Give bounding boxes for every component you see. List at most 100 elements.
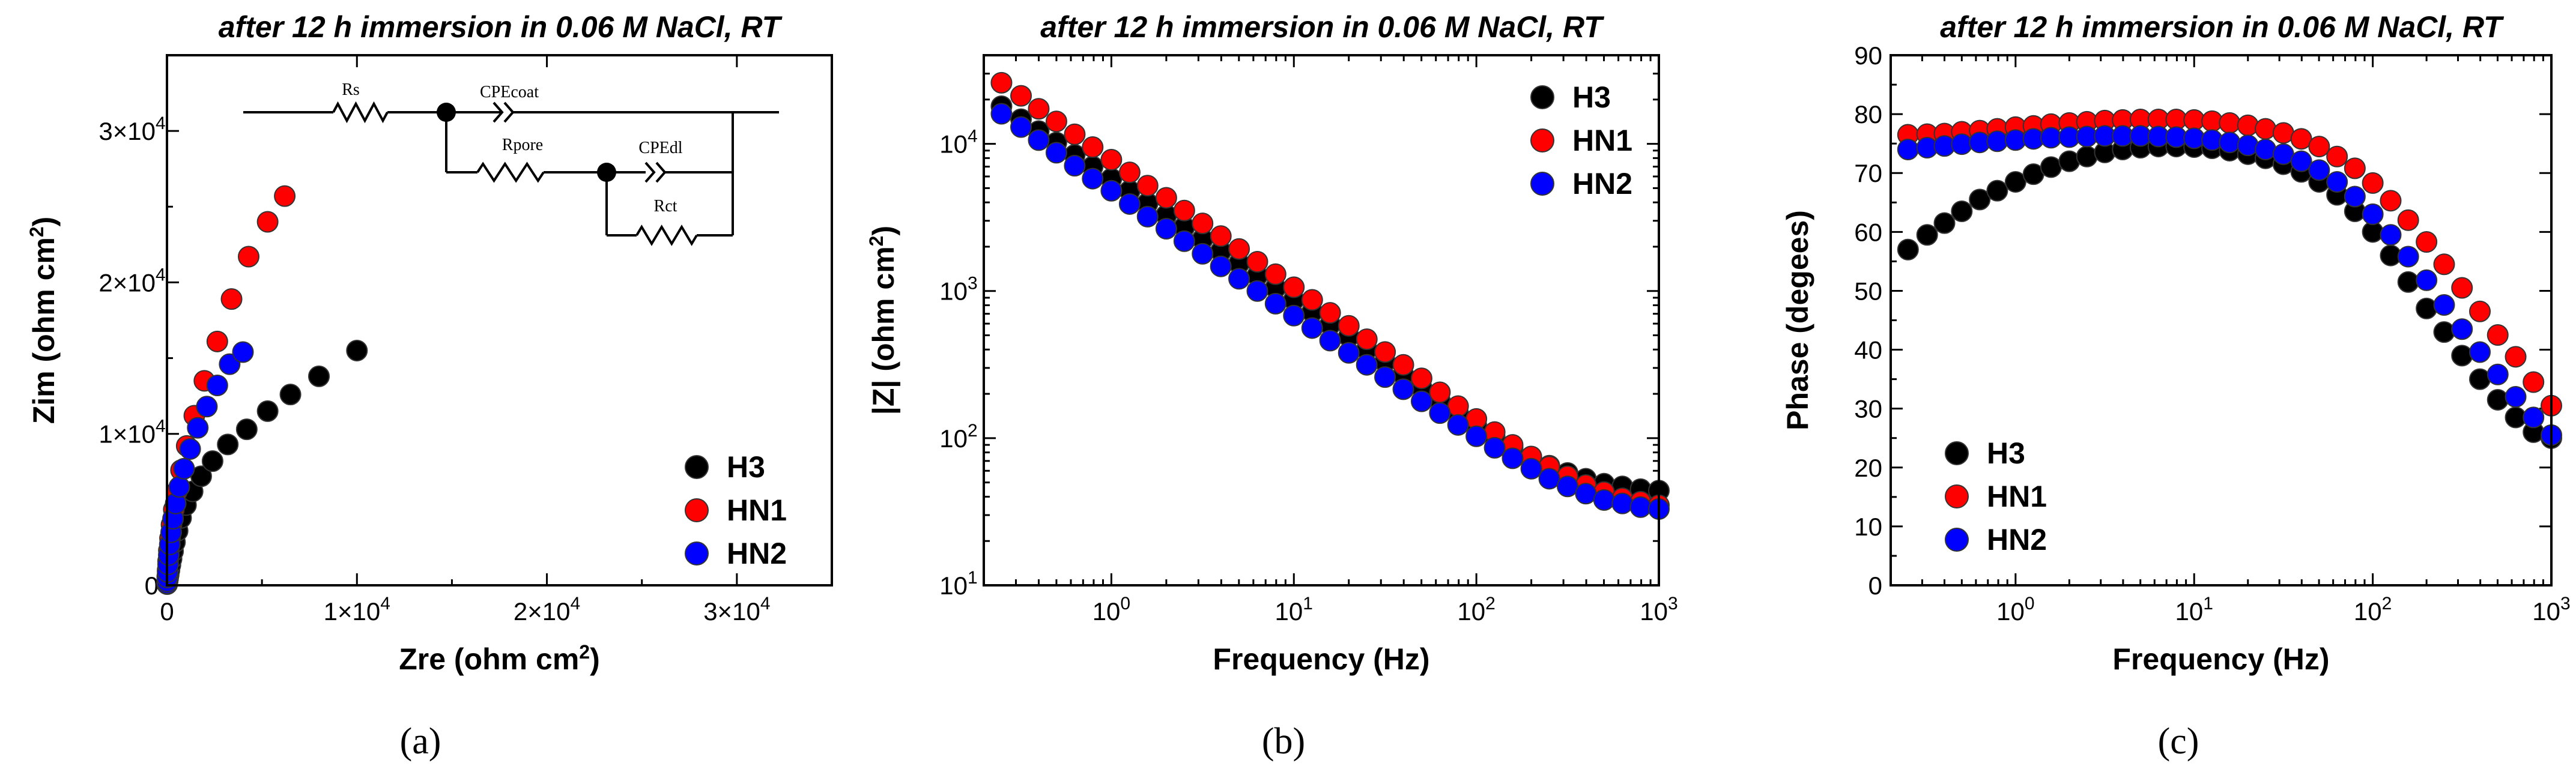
data-point — [2290, 150, 2312, 172]
data-point — [1028, 129, 1050, 151]
data-point — [274, 185, 296, 207]
y-tick-label: 3×104 — [98, 113, 165, 145]
x-axis-label: Frequency (Hz) — [2112, 642, 2329, 676]
x-tick-label: 103 — [2532, 594, 2570, 626]
data-point — [2255, 118, 2277, 140]
y-tick-label: 1×104 — [98, 417, 165, 448]
series-HN1 — [990, 71, 1670, 516]
data-point — [2451, 345, 2473, 367]
rpore-resistor — [476, 161, 545, 183]
data-point — [2237, 114, 2259, 136]
data-point — [2183, 127, 2205, 149]
data-point — [2469, 368, 2491, 390]
data-point — [1465, 425, 1488, 447]
y-tick-label: 103 — [939, 274, 977, 306]
data-point — [2362, 203, 2384, 225]
circuit-label-rpore: Rpore — [502, 136, 543, 154]
data-point — [2416, 297, 2438, 319]
data-point — [1951, 200, 1973, 222]
data-point — [1173, 230, 1195, 252]
data-point — [1611, 492, 1634, 514]
circuit-label-cpedl: CPEdl — [638, 139, 682, 157]
data-point — [2255, 138, 2277, 160]
data-point — [1210, 255, 1232, 277]
data-point — [1118, 161, 1141, 184]
data-point — [990, 103, 1013, 125]
data-point — [2433, 321, 2455, 343]
data-point — [1155, 187, 1177, 209]
data-point — [1520, 457, 1542, 480]
data-point — [1264, 263, 1286, 285]
data-point — [2451, 318, 2473, 340]
data-point — [1429, 381, 1451, 403]
legend-marker-HN1 — [1945, 484, 1969, 508]
data-point — [1173, 199, 1195, 222]
data-point — [196, 396, 218, 418]
data-point — [2040, 127, 2062, 149]
y-tick-label: 70 — [1854, 159, 1882, 187]
y-tick-label: 30 — [1854, 395, 1882, 423]
y-tick-label: 102 — [939, 421, 977, 453]
data-point — [1629, 496, 1652, 518]
x-tick-label: 0 — [160, 597, 174, 626]
data-point — [1556, 475, 1578, 498]
data-point — [1483, 436, 1506, 459]
data-point — [1301, 289, 1323, 311]
data-point — [235, 418, 258, 441]
data-point — [2326, 145, 2348, 167]
data-point — [2272, 122, 2294, 144]
y-tick-label: 90 — [1854, 41, 1882, 70]
inset-circuit: Rs CPEcoat Rpore CPEdl Rct — [243, 80, 779, 246]
data-point — [2219, 112, 2241, 134]
panel-caption: (c) — [2158, 721, 2199, 762]
data-point — [179, 438, 201, 460]
y-tick-label: 60 — [1854, 218, 1882, 246]
data-point — [1264, 292, 1286, 315]
data-point — [1916, 224, 1938, 246]
chart-title: after 12 h immersion in 0.06 M NaCl, RT — [1040, 10, 1605, 44]
data-point — [1969, 188, 1991, 211]
rct-resistor — [635, 225, 698, 246]
data-point — [2237, 134, 2259, 157]
data-point — [1410, 367, 1432, 390]
data-point — [2451, 277, 2473, 299]
data-point — [2004, 170, 2026, 193]
data-point — [1575, 483, 1597, 505]
data-point — [2505, 346, 2527, 368]
data-point — [256, 400, 279, 422]
data-point — [2397, 246, 2419, 268]
y-tick-label: 50 — [1854, 277, 1882, 305]
chart-title: after 12 h immersion in 0.06 M NaCl, RT — [219, 10, 783, 44]
data-point — [2487, 363, 2509, 385]
data-point — [1410, 390, 1432, 412]
x-tick-label: 101 — [1275, 594, 1313, 626]
data-point — [2290, 128, 2312, 150]
x-tick-label: 102 — [2354, 594, 2392, 626]
data-point — [2362, 172, 2384, 194]
series-HN1 — [1897, 108, 2562, 417]
data-point — [990, 71, 1013, 94]
legend-marker-HN1 — [1530, 128, 1554, 152]
data-point — [2326, 170, 2348, 193]
data-point — [1155, 217, 1177, 240]
data-point — [1392, 378, 1414, 400]
data-point — [1100, 149, 1123, 171]
y-tick-label: 80 — [1854, 100, 1882, 128]
data-point — [1301, 317, 1323, 339]
chart-title: after 12 h immersion in 0.06 M NaCl, RT — [1940, 10, 2505, 44]
data-point — [1897, 138, 1919, 160]
data-point — [1210, 225, 1232, 247]
data-point — [2487, 388, 2509, 411]
y-tick-label: 20 — [1854, 454, 1882, 482]
data-point — [1593, 489, 1615, 511]
data-point — [187, 417, 209, 439]
y-tick-label: 0 — [145, 571, 159, 600]
data-point — [2397, 271, 2419, 293]
data-point — [2469, 341, 2491, 363]
data-point — [232, 341, 254, 363]
data-point — [1118, 193, 1141, 215]
data-point — [1374, 341, 1396, 363]
legend-marker-HN2 — [685, 541, 709, 565]
y-axis-label: Zim (ohm cm2) — [26, 217, 61, 424]
